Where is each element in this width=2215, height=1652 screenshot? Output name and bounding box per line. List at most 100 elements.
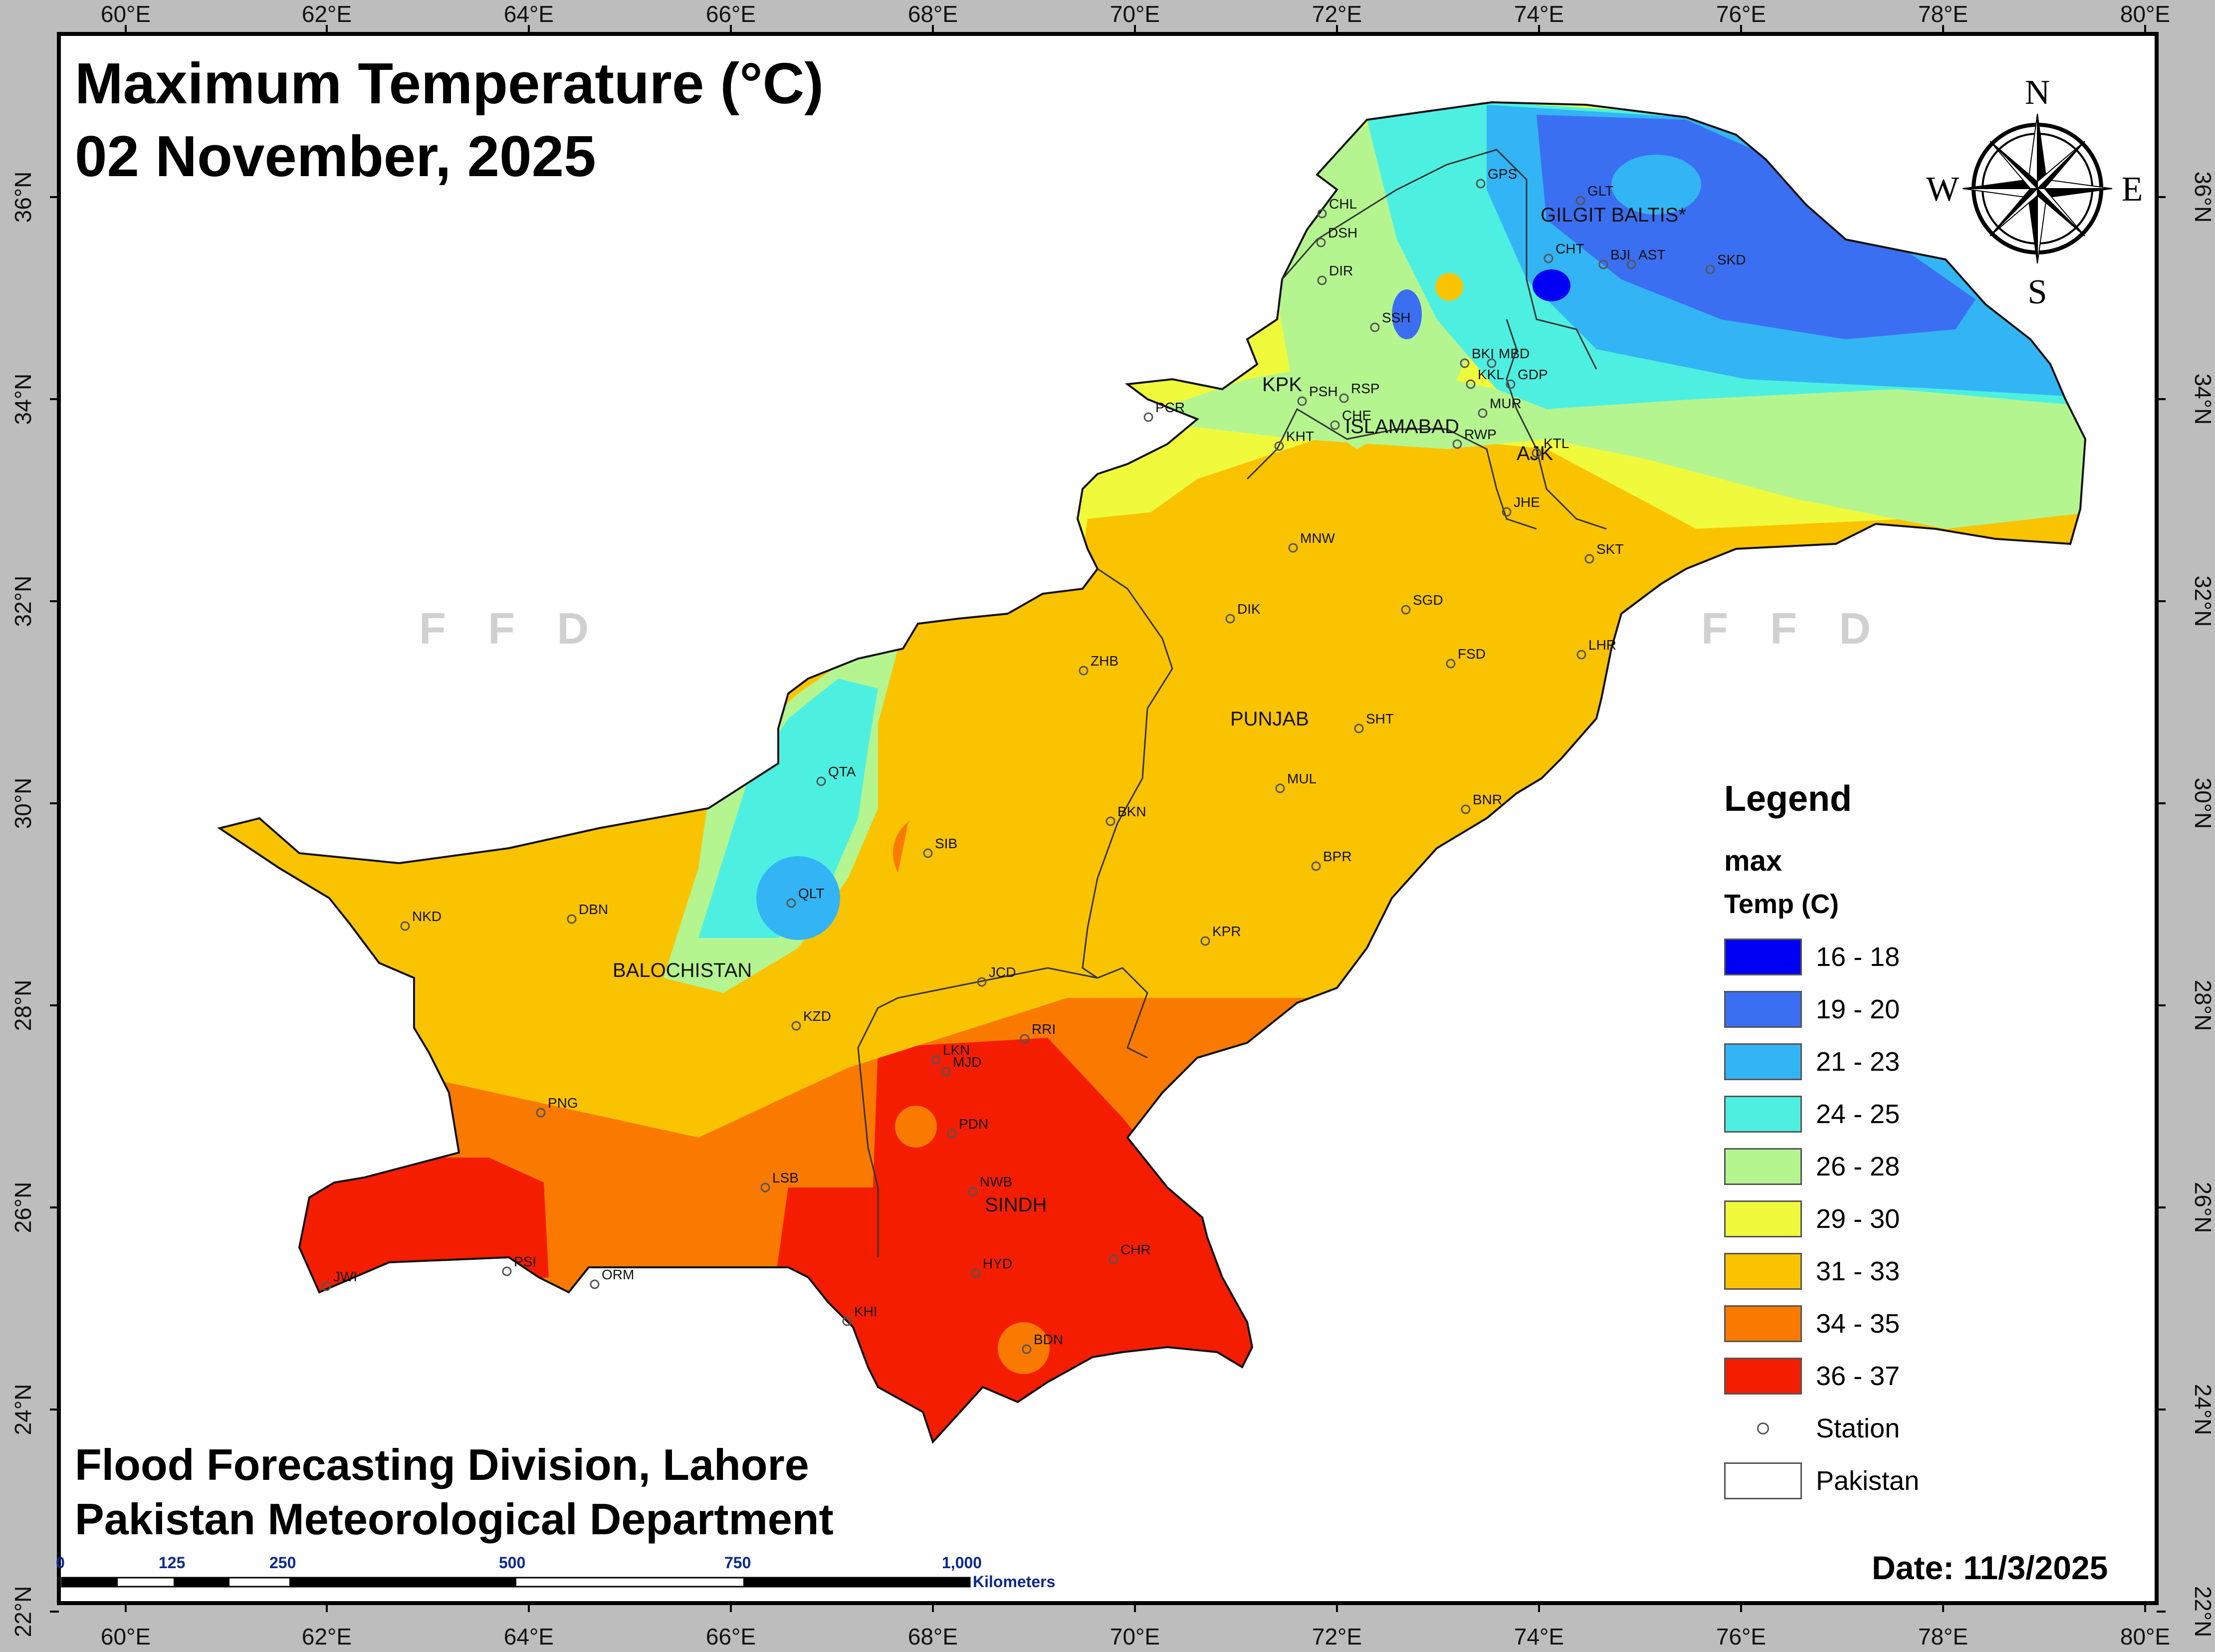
station-marker-bpr [1311, 861, 1321, 871]
legend-class-label: 29 - 30 [1816, 1203, 1900, 1234]
longitude-tick-label: 66°E [706, 1, 756, 27]
longitude-tick-label: 60°E [101, 1624, 151, 1650]
latitude-tick-label: 36°N [10, 172, 36, 223]
latitude-tick-label: 26°N [10, 1182, 36, 1233]
station-marker-bnr [1461, 804, 1471, 814]
legend-row-4: 26 - 28 [1724, 1140, 1934, 1192]
legend-row-2: 21 - 23 [1724, 1035, 1934, 1088]
longitude-tick-label: 66°E [706, 1624, 756, 1650]
longitude-tick-label: 78°E [1918, 1, 1968, 27]
station-label-mul: MUL [1287, 771, 1317, 786]
station-label-gdp: GDP [1518, 367, 1548, 382]
region-label-balochistan: BALOCHISTAN [613, 959, 752, 981]
station-marker-jwi [321, 1281, 331, 1291]
station-marker-mul [1275, 783, 1285, 793]
station-label-kpr: KPR [1212, 924, 1241, 939]
region-label-kpk: KPK [1262, 374, 1302, 396]
latitude-tick-label: 36°N [2190, 172, 2215, 223]
legend-row-5: 29 - 30 [1724, 1192, 1934, 1245]
station-label-che: CHE [1342, 408, 1371, 423]
station-marker-nwb [968, 1186, 978, 1196]
station-marker-png [536, 1108, 546, 1118]
latitude-tick-label: 24°N [2190, 1384, 2215, 1435]
station-label-rri: RRI [1032, 1021, 1056, 1037]
station-label-skd: SKD [1717, 252, 1746, 267]
legend-station-label: Station [1816, 1413, 1900, 1443]
station-marker-jcd [977, 977, 987, 987]
latitude-tick-label: 28°N [2190, 980, 2215, 1031]
station-marker-gdp [1506, 379, 1516, 389]
station-marker-jhe [1502, 507, 1512, 517]
station-marker-mbd [1487, 358, 1497, 368]
station-marker-glt [1575, 196, 1585, 206]
longitude-tick-label: 62°E [302, 1, 352, 27]
station-label-mjd: MJD [953, 1054, 982, 1070]
station-label-ktl: KTL [1544, 436, 1569, 451]
station-marker-psh [1297, 396, 1307, 406]
legend-panel: Legend max Temp (C) 16 - 18 19 - 20 21 - 2… [1724, 778, 1934, 1507]
station-label-ssh: SSH [1382, 310, 1411, 325]
station-marker-skt [1584, 554, 1594, 564]
credit-ffd: Flood Forecasting Division, Lahore [75, 1440, 809, 1489]
station-label-zhb: ZHB [1091, 653, 1118, 669]
longitude-tick-label: 64°E [504, 1624, 554, 1650]
credit-pmd: Pakistan Meteorological Department [75, 1494, 834, 1544]
legend-class-label: 21 - 23 [1816, 1046, 1900, 1077]
station-label-qlt: QLT [798, 886, 824, 901]
zone-pdn-spot [895, 1106, 937, 1148]
station-label-cht: CHT [1555, 241, 1584, 256]
zone-16-18-spot [1533, 269, 1570, 301]
station-label-lkn: LKN [943, 1042, 970, 1058]
longitude-tick-label: 70°E [1110, 1, 1160, 27]
station-marker-fsd [1446, 659, 1456, 669]
station-marker-skd [1705, 264, 1715, 274]
legend-row-0: 16 - 18 [1724, 931, 1934, 983]
latitude-tick-label: 22°N [2190, 1586, 2215, 1638]
station-label-sht: SHT [1366, 711, 1394, 726]
latitude-labels-left: 36°N 34°N 32°N 30°N 28°N 26°N 24°N 22°N [10, 172, 36, 1638]
station-label-glt: GLT [1587, 183, 1613, 199]
legend-row-8: 36 - 37 [1724, 1350, 1934, 1402]
latitude-tick-label: 30°N [2190, 778, 2215, 829]
north-arrow-compass: N S E W [1926, 73, 2143, 311]
pakistan-boundary [217, 101, 2087, 1444]
longitude-labels-top: 60°E 62°E 64°E 66°E 68°E 70°E 72°E 74°E 76°E 78°E… [101, 1, 2170, 27]
scale-units: Kilometers [973, 1573, 1056, 1591]
station-symbol-icon [1724, 1410, 1802, 1447]
station-label-lhr: LHR [1588, 637, 1616, 653]
station-marker-qta [816, 776, 826, 786]
legend-class-label: 19 - 20 [1816, 994, 1900, 1024]
station-label-dir: DIR [1329, 263, 1353, 278]
station-marker-che [1330, 420, 1340, 430]
region-label-islamabad: ISLAMABAD [1345, 416, 1459, 438]
watermark-west: F F D [419, 604, 604, 653]
latitude-tick-label: 32°N [10, 576, 36, 627]
station-label-mur: MUR [1490, 396, 1522, 411]
region-label-ajk: AJK [1517, 443, 1553, 465]
station-label-dsh: DSH [1328, 225, 1357, 240]
station-label-mnw: MNW [1300, 530, 1335, 546]
station-marker-lhr [1576, 650, 1586, 660]
longitude-tick-label: 78°E [1918, 1624, 1968, 1650]
station-label-dbn: DBN [579, 902, 608, 917]
longitude-tick-label: 70°E [1110, 1624, 1160, 1650]
longitude-tick-label: 68°E [908, 1, 958, 27]
latitude-tick-label: 34°N [2190, 374, 2215, 425]
longitude-tick-label: 64°E [504, 1, 554, 27]
station-marker-rri [1020, 1034, 1030, 1044]
longitude-tick-label: 74°E [1514, 1, 1564, 27]
province-boundaries [857, 149, 1607, 1257]
legend-swatch [1724, 1148, 1802, 1185]
station-label-bpr: BPR [1323, 849, 1352, 864]
station-label-khi: KHI [854, 1304, 878, 1319]
station-label-pcr: PCR [1155, 400, 1185, 415]
legend-class-label: 16 - 18 [1816, 942, 1900, 972]
station-label-kzd: KZD [803, 1008, 831, 1024]
legend-class-label: 36 - 37 [1816, 1361, 1900, 1391]
region-label-sindh: SINDH [985, 1194, 1047, 1216]
station-label-jcd: JCD [989, 964, 1016, 980]
station-label-lsb: LSB [772, 1170, 799, 1185]
scale-label-250: 250 [269, 1554, 296, 1572]
station-label-png: PNG [548, 1095, 578, 1111]
